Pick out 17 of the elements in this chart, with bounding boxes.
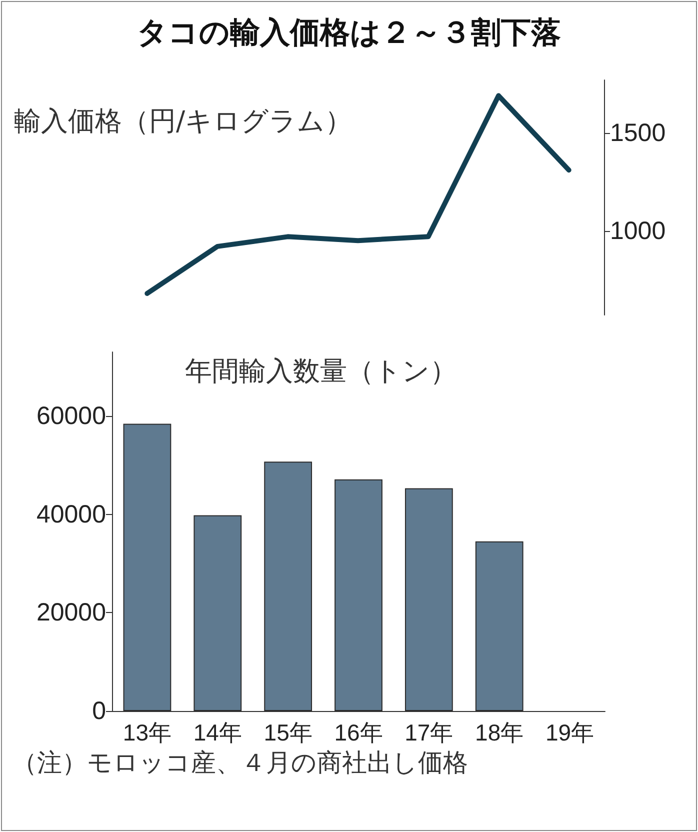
x-tick-label: 17年 [404,720,454,746]
x-tick-label: 13年 [122,720,172,746]
y-axis-title: 年間輸入数量（トン） [185,356,457,387]
x-tick-label: 15年 [264,720,312,746]
y-tick-label: 20000 [36,598,106,627]
y-tick-label: 60000 [36,402,106,430]
y-tick-label: 1500 [610,118,666,147]
chart-title: タコの輸入価格は２～３割下落 [137,16,561,50]
y-tick-label: 40000 [36,500,106,528]
x-tick-label: 14年 [193,720,242,746]
y-tick-label: 0 [92,697,106,725]
y-tick-label: 1000 [610,216,666,245]
x-tick-label: 18年 [475,720,524,746]
x-tick-label: 19年 [545,720,594,746]
x-tick-label: 16年 [334,720,383,746]
text: （注）モロッコ産、４月の商社出し価格 [12,748,468,777]
y-axis-title: 輸入価格（円/キログラム） [14,106,352,137]
